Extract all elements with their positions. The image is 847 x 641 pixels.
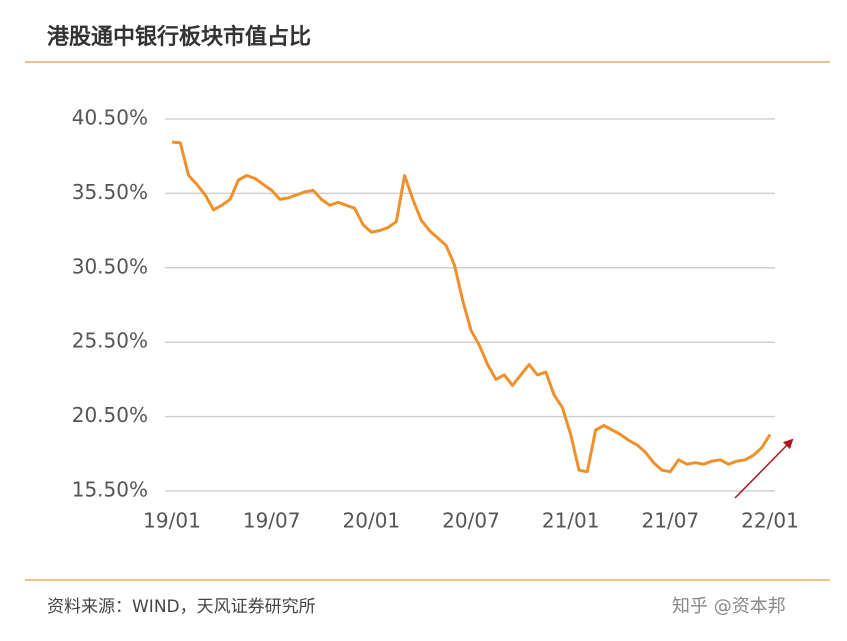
x-tick-label: 21/07 [642,509,700,533]
x-tick-label: 21/01 [542,509,600,533]
chart-title: 港股通中银行板块市值占比 [47,24,311,50]
x-tick-label: 19/07 [243,509,301,533]
y-tick-label: 40.50% [72,106,148,130]
data-line [171,140,772,474]
y-tick-label: 20.50% [72,403,148,427]
x-tick-label: 22/01 [741,509,799,533]
y-tick-label: 30.50% [72,254,148,278]
y-tick-label: 15.50% [72,478,148,502]
x-tick-label: 19/01 [143,509,201,533]
watermark: 知乎 @资本邦 [672,596,786,617]
annotation-arrow [734,438,794,499]
x-tick-label: 20/01 [343,509,401,533]
plot: 15.50% 20.50% 25.50% 30.50% 35.50% 40.50% 19/0… [72,106,799,533]
source-note: 资料来源：WIND，天风证券研究所 [47,597,316,617]
y-tick-label: 35.50% [72,180,148,204]
y-tick-label: 25.50% [72,329,148,353]
x-tick-label: 20/07 [442,509,500,533]
